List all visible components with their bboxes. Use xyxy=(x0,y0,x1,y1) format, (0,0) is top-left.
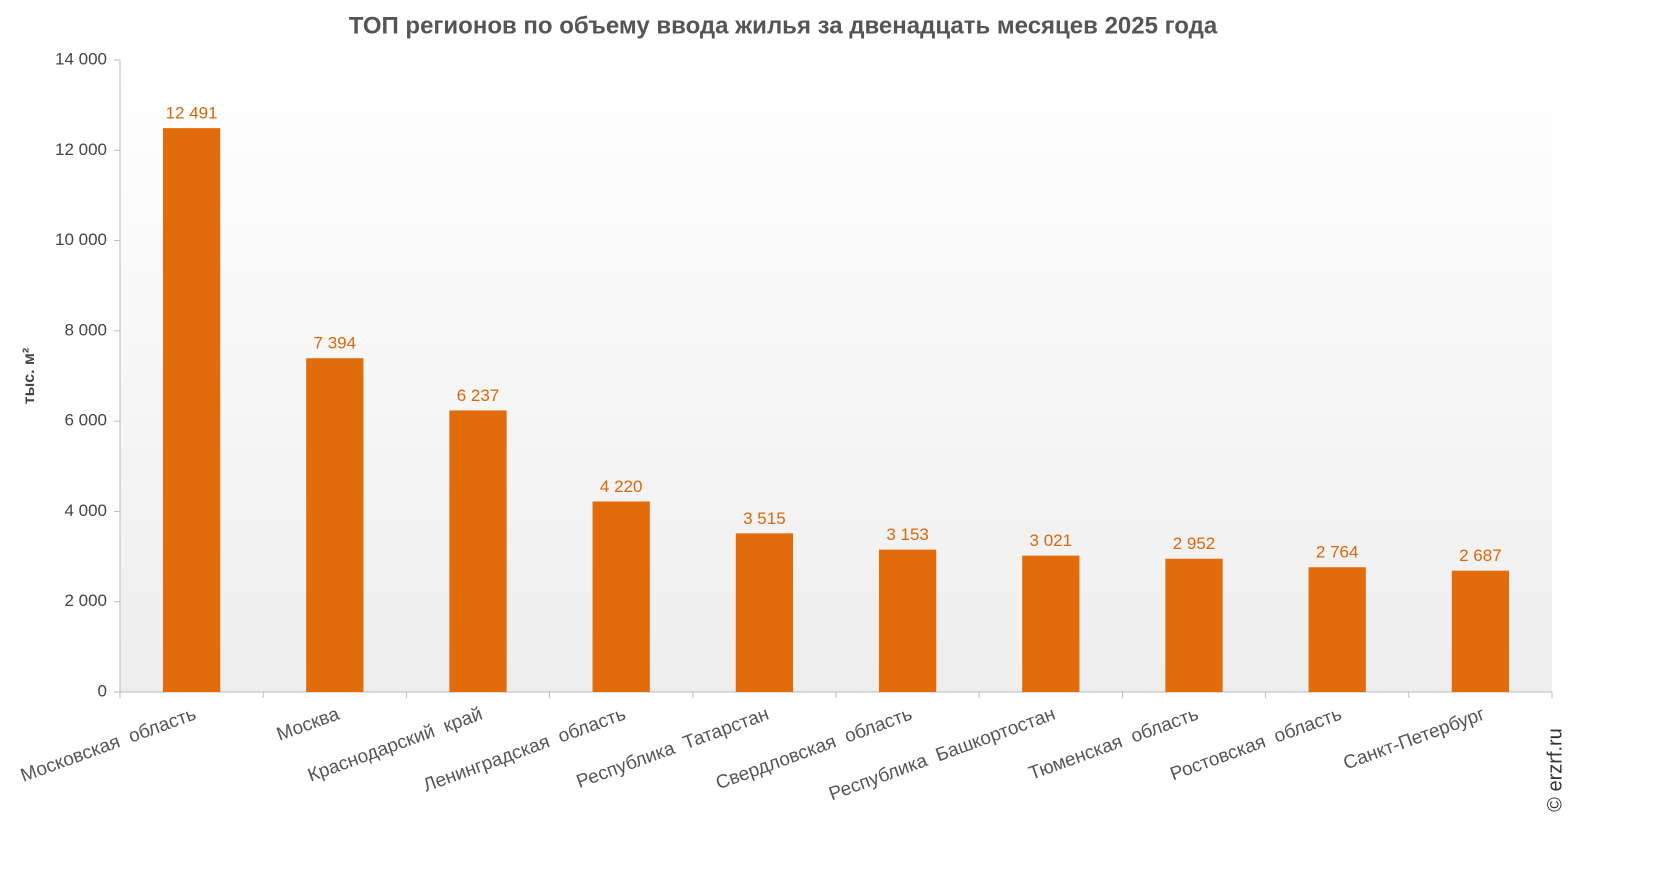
bar xyxy=(735,533,794,692)
value-label: 7 394 xyxy=(314,334,357,353)
watermark: © erzrf.ru xyxy=(1544,728,1566,812)
y-axis-label: тыс. м² xyxy=(21,348,38,404)
y-tick-label: 14 000 xyxy=(55,49,107,68)
chart-title: ТОП регионов по объему ввода жилья за дв… xyxy=(349,12,1218,39)
value-label: 3 153 xyxy=(886,525,929,544)
y-tick-label: 12 000 xyxy=(55,140,107,159)
bar xyxy=(306,358,364,692)
value-label: 3 021 xyxy=(1030,531,1073,550)
bar xyxy=(592,501,650,692)
bar xyxy=(1022,555,1080,692)
value-label: 3 515 xyxy=(743,509,786,528)
bar xyxy=(1451,570,1510,692)
bar xyxy=(1165,558,1223,692)
y-tick-label: 2 000 xyxy=(64,591,107,610)
x-tick-label: Санкт-Петербург xyxy=(1341,704,1488,775)
y-tick-label: 8 000 xyxy=(64,320,107,339)
y-tick-label: 4 000 xyxy=(64,501,107,520)
bar xyxy=(449,410,507,692)
x-tick-label: Республика Башкортостан xyxy=(826,704,1058,806)
y-tick-label: 0 xyxy=(98,681,107,700)
value-label: 4 220 xyxy=(600,477,643,496)
bar xyxy=(162,128,221,692)
value-label: 2 952 xyxy=(1173,534,1216,553)
x-tick-label: Московская область xyxy=(18,704,199,787)
value-label: 12 491 xyxy=(166,104,218,123)
value-label: 2 687 xyxy=(1459,546,1502,565)
value-label: 2 764 xyxy=(1316,543,1359,562)
x-tick-label: Москва xyxy=(274,704,343,746)
bar xyxy=(1308,567,1366,692)
y-tick-label: 6 000 xyxy=(64,411,107,430)
y-tick-label: 10 000 xyxy=(55,230,107,249)
value-label: 6 237 xyxy=(457,386,500,405)
bar xyxy=(878,549,937,692)
